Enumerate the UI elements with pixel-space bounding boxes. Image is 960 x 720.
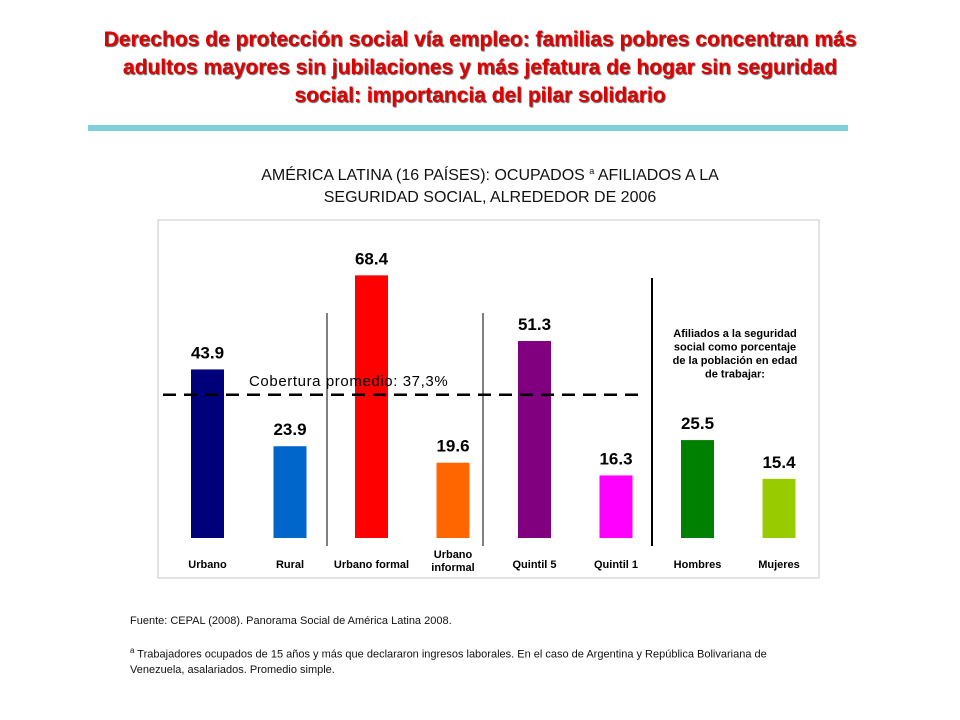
source-text: : CEPAL (2008). Panorama Social de Améri… xyxy=(164,615,452,627)
bar-urbano xyxy=(191,369,224,538)
category-label: Urbano xyxy=(434,549,473,561)
category-label: Rural xyxy=(276,559,304,571)
category-label: Hombres xyxy=(674,559,722,571)
slide-title-line: social: importancia del pilar solidario xyxy=(294,84,666,107)
annotation-line: de la población en edad xyxy=(673,355,798,367)
slide-title: Derechos de protección social vía empleo… xyxy=(20,26,940,110)
average-coverage-label: Cobertura promedio: 37,3% xyxy=(249,373,448,390)
plot-frame xyxy=(157,219,820,579)
data-label: 68.4 xyxy=(355,249,389,268)
footnotes: Fuente: CEPAL (2008). Panorama Social de… xyxy=(130,614,780,678)
bar-rural xyxy=(273,446,307,538)
category-label: Urbano xyxy=(188,559,227,571)
slide-title-line: adultos mayores sin jubilaciones y más j… xyxy=(122,56,838,79)
data-label: 43.9 xyxy=(191,343,224,362)
chart-title-superscript: a xyxy=(589,166,595,176)
bar-urbano-formal xyxy=(355,275,388,538)
chart-title-text: AMÉRICA LATINA (16 PAÍSES): OCUPADOS xyxy=(261,167,585,184)
data-label: 25.5 xyxy=(681,414,714,433)
method-note-superscript: a xyxy=(130,646,135,655)
chart-title: AMÉRICA LATINA (16 PAÍSES): OCUPADOS a A… xyxy=(160,160,820,209)
chart-title-line-1: AMÉRICA LATINA (16 PAÍSES): OCUPADOS a A… xyxy=(160,160,820,187)
bar-quintil-5 xyxy=(518,341,551,538)
slide-title-line: Derechos de protección social vía empleo… xyxy=(103,28,857,51)
data-label: 16.3 xyxy=(599,449,632,468)
source-note: Fuente: CEPAL (2008). Panorama Social de… xyxy=(130,614,780,629)
data-label: 19.6 xyxy=(436,437,469,456)
data-label: 51.3 xyxy=(518,315,551,334)
bar-urbano-informal xyxy=(436,462,470,538)
chart-title-line-2: SEGURIDAD SOCIAL, ALREDEDOR DE 2006 xyxy=(323,189,657,206)
bar-hombres xyxy=(681,440,714,538)
source-label: Fuente xyxy=(130,615,165,627)
method-note: a Trabajadores ocupados de 15 años y más… xyxy=(130,643,780,678)
data-label: 15.4 xyxy=(762,453,796,472)
annotation-line: social como porcentaje xyxy=(674,342,796,354)
annotation-line: Afiliados a la seguridad xyxy=(673,328,796,340)
title-underline xyxy=(88,125,848,131)
category-label: Mujeres xyxy=(758,559,800,571)
annotation-line: de trabajar: xyxy=(705,369,765,381)
category-label: Quintil 1 xyxy=(594,559,638,571)
data-label: 23.9 xyxy=(273,420,306,439)
bar-quintil-1 xyxy=(599,475,633,538)
category-label: Urbano formal xyxy=(334,559,409,571)
category-label: Quintil 5 xyxy=(513,559,557,571)
chart-title-text: AFILIADOS A LA xyxy=(597,167,719,184)
bar-mujeres xyxy=(762,478,796,538)
method-note-text: Trabajadores ocupados de 15 años y más q… xyxy=(130,648,767,676)
category-label: informal xyxy=(431,562,474,574)
